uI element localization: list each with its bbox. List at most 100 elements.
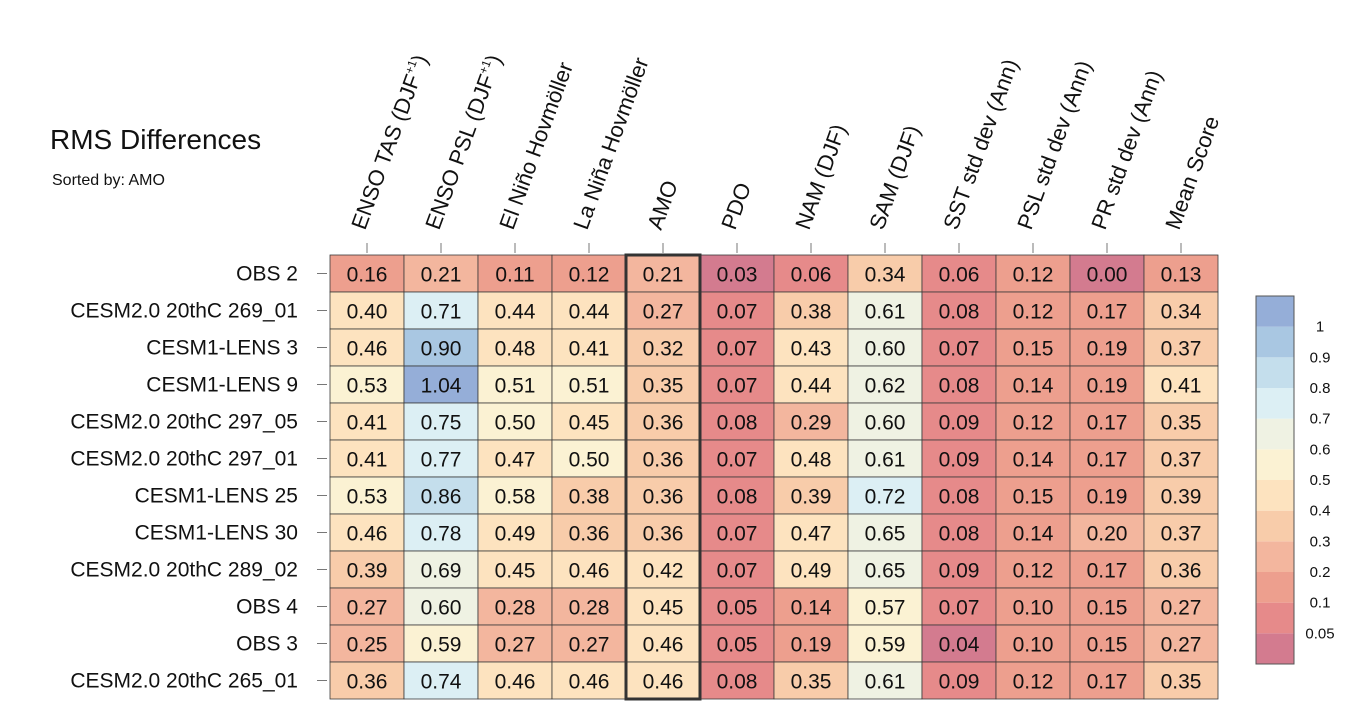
heatmap-cell xyxy=(329,661,405,700)
cell-value-label: 0.08 xyxy=(939,301,980,324)
cell-value-label: 0.34 xyxy=(1161,301,1202,324)
heatmap-cell xyxy=(773,476,849,515)
cell-value-label: 0.12 xyxy=(1013,301,1054,324)
cell-value-label: 0.08 xyxy=(717,486,758,509)
cell-value-label: 0.17 xyxy=(1087,301,1128,324)
heatmap-cell xyxy=(921,439,997,478)
cell-value-label: 0.77 xyxy=(421,449,462,472)
cell-value-label: 0.17 xyxy=(1087,412,1128,435)
heatmap-cell xyxy=(847,550,923,589)
cell-value-label: 0.69 xyxy=(421,560,462,583)
row-label: CESM1-LENS 30 xyxy=(135,522,298,545)
cell-value-label: 0.21 xyxy=(421,264,462,287)
cell-value-label: 0.38 xyxy=(569,486,610,509)
row-label: CESM2.0 20thC 269_01 xyxy=(70,300,298,323)
cell-value-label: 0.14 xyxy=(791,597,832,620)
cell-value-label: 0.25 xyxy=(347,634,388,657)
heatmap-cell xyxy=(1143,476,1219,515)
cell-value-label: 0.27 xyxy=(347,597,388,620)
heatmap-cell xyxy=(1143,624,1219,663)
cell-value-label: 0.41 xyxy=(347,412,388,435)
cell-value-label: 0.36 xyxy=(1161,560,1202,583)
cell-value-label: 0.15 xyxy=(1013,486,1054,509)
colorbar-label: 0.9 xyxy=(1310,349,1331,366)
heatmap-cell xyxy=(1143,254,1219,293)
heatmap-cell xyxy=(551,291,627,330)
heatmap-cell xyxy=(1069,402,1145,441)
row-label: CESM2.0 20thC 297_01 xyxy=(70,448,298,471)
colorbar-segment xyxy=(1256,357,1294,388)
row-label: CESM2.0 20thC 297_05 xyxy=(70,411,298,434)
colorbar: 0.05 0.1 0.2 0.3 0.4 0.5 0.6 0.7 0.8 0.9 1 xyxy=(1255,295,1335,665)
heatmap-cell xyxy=(699,291,775,330)
heatmap-cell xyxy=(477,328,553,367)
heatmap-cell xyxy=(1143,291,1219,330)
heatmap-cell xyxy=(921,661,997,700)
heatmap-cell xyxy=(1069,476,1145,515)
cell-value-label: 0.36 xyxy=(643,412,684,435)
cell-value-label: 1.04 xyxy=(421,375,462,398)
cell-value-label: 0.57 xyxy=(865,597,906,620)
cell-value-label: 0.45 xyxy=(569,412,610,435)
heatmap-cell xyxy=(551,476,627,515)
cell-value-label: 0.41 xyxy=(347,449,388,472)
heatmap-cell xyxy=(699,624,775,663)
heatmap-cell xyxy=(551,661,627,700)
column-label-text: NAM (DJF) xyxy=(790,121,851,233)
cell-value-label: 0.00 xyxy=(1087,264,1128,287)
heatmap-grid: 0.16 0.21 0.11 0.12 0.21 0.03 0.06 0.34 0.06 0.12… xyxy=(329,253,1219,701)
heatmap-cell xyxy=(1069,254,1145,293)
heatmap-cell xyxy=(477,291,553,330)
column-label-superscript: +1 xyxy=(476,58,494,76)
cell-value-label: 0.14 xyxy=(1013,449,1054,472)
heatmap-cell xyxy=(1069,513,1145,552)
cell-value-label: 0.13 xyxy=(1161,264,1202,287)
cell-value-label: 0.19 xyxy=(1087,338,1128,361)
colorbar-segment xyxy=(1256,633,1294,664)
heatmap-cell xyxy=(1069,661,1145,700)
cell-value-label: 0.50 xyxy=(495,412,536,435)
cell-value-label: 0.28 xyxy=(569,597,610,620)
cell-value-label: 0.59 xyxy=(421,634,462,657)
cell-value-label: 0.12 xyxy=(1013,671,1054,694)
cell-value-label: 0.49 xyxy=(791,560,832,583)
heatmap-cell xyxy=(1143,550,1219,589)
cell-value-label: 0.44 xyxy=(495,301,536,324)
cell-value-label: 0.41 xyxy=(1161,375,1202,398)
cell-value-label: 0.12 xyxy=(1013,412,1054,435)
row-label: CESM2.0 20thC 289_02 xyxy=(70,559,298,582)
heatmap-cell xyxy=(551,439,627,478)
row-label: CESM1-LENS 3 xyxy=(146,337,298,360)
cell-value-label: 0.03 xyxy=(717,264,758,287)
colorbar-label: 0.2 xyxy=(1310,564,1331,581)
cell-value-label: 0.65 xyxy=(865,523,906,546)
heatmap-cell xyxy=(995,402,1071,441)
cell-value-label: 0.61 xyxy=(865,301,906,324)
heatmap-cell xyxy=(1143,439,1219,478)
column-label: AMO xyxy=(642,177,683,233)
highlighted-column-frame xyxy=(624,253,702,701)
heatmap-cell xyxy=(995,513,1071,552)
colorbar-label: 0.05 xyxy=(1305,625,1334,642)
colorbar-label: 0.7 xyxy=(1310,411,1331,428)
cell-value-label: 0.45 xyxy=(643,597,684,620)
row-label: OBS 3 xyxy=(236,633,298,656)
heatmap-cell xyxy=(847,439,923,478)
heatmap-cell xyxy=(1069,328,1145,367)
cell-value-label: 0.59 xyxy=(865,634,906,657)
heatmap-cell xyxy=(329,624,405,663)
cell-value-label: 0.78 xyxy=(421,523,462,546)
cell-value-label: 0.08 xyxy=(717,412,758,435)
heatmap-cell xyxy=(403,291,479,330)
heatmap-cell xyxy=(773,328,849,367)
cell-value-label: 0.17 xyxy=(1087,449,1128,472)
heatmap-cell xyxy=(847,587,923,626)
cell-value-label: 0.07 xyxy=(717,449,758,472)
cell-value-label: 0.19 xyxy=(1087,486,1128,509)
cell-value-label: 0.46 xyxy=(569,671,610,694)
chart-title: RMS Differences xyxy=(50,124,262,155)
heatmap-cell xyxy=(773,291,849,330)
cell-value-label: 0.35 xyxy=(791,671,832,694)
cell-value-label: 0.36 xyxy=(569,523,610,546)
cell-value-label: 0.60 xyxy=(865,412,906,435)
